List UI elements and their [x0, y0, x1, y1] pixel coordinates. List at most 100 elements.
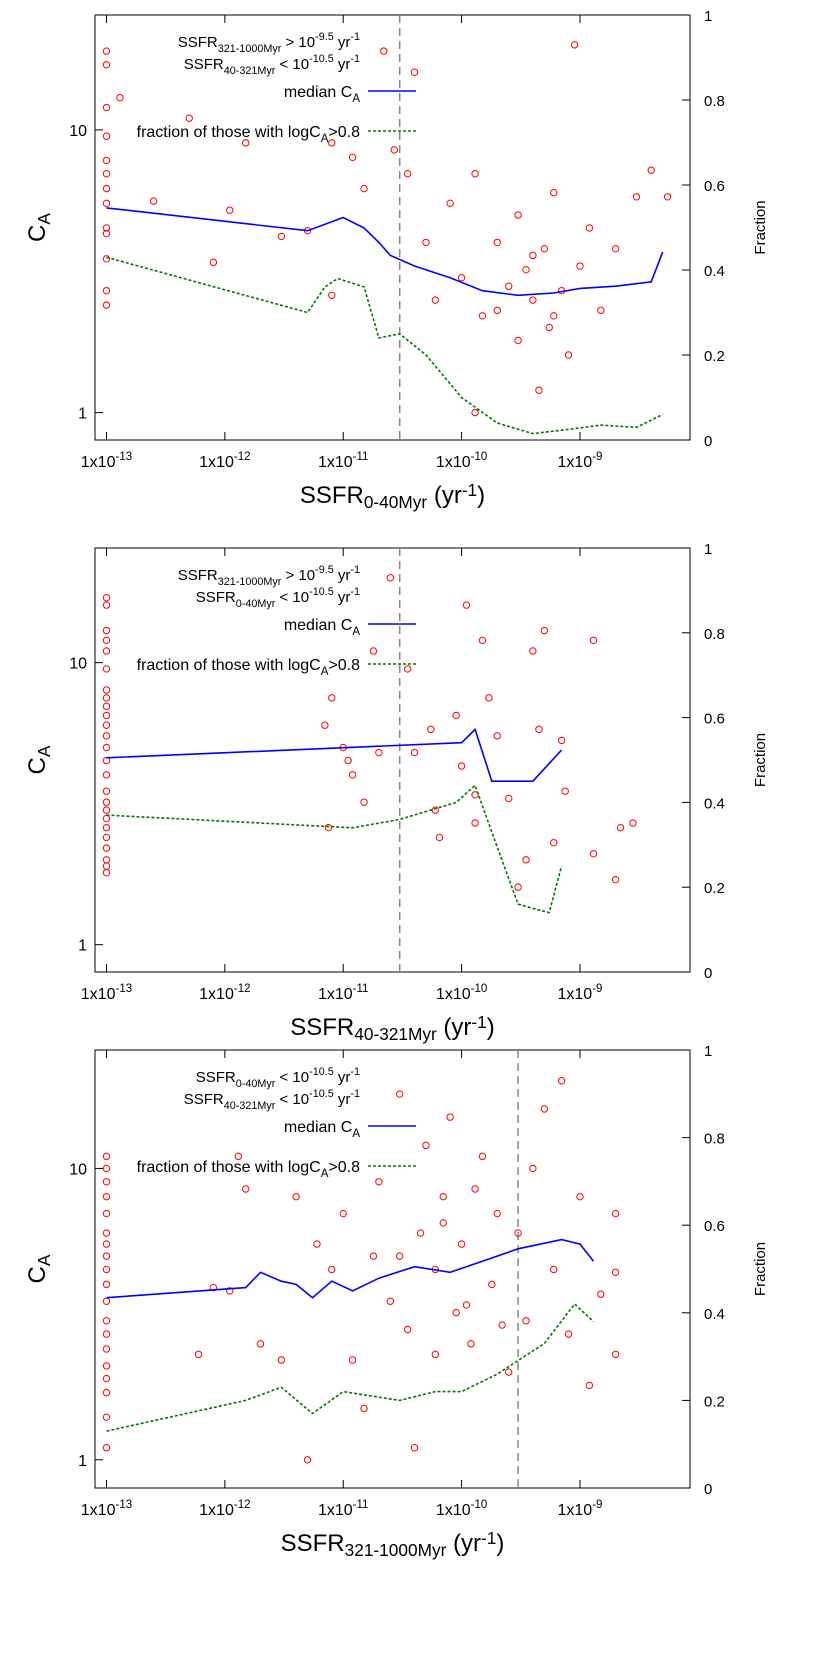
data-point [102, 833, 111, 842]
data-point [611, 245, 620, 253]
data-point [422, 1141, 430, 1150]
annotation-part: SSFR [178, 34, 218, 51]
data-point [611, 1268, 620, 1277]
y-tick-label: 1 [78, 406, 87, 423]
x-tick-label-part: 1x10 [199, 986, 234, 1003]
annotation-part: -10.5 [309, 1088, 334, 1100]
y-axis-title: CA [24, 213, 54, 242]
data-point [102, 1229, 111, 1237]
x-tick-label-part: 1x10 [199, 454, 234, 471]
data-point [102, 184, 111, 193]
y2-tick-label: 0.8 [704, 1131, 725, 1148]
panel: 1x10-13 1x10-12 1x10-11 1x10-10 1x10-911000.… [24, 1043, 769, 1560]
data-point [226, 206, 234, 214]
x-axis-title-part: -1 [471, 1012, 486, 1032]
data-point [471, 791, 479, 799]
series-line [106, 784, 563, 914]
data-point [514, 211, 522, 219]
x-tick-label-part: -9 [592, 1499, 602, 1511]
data-point [410, 1444, 419, 1452]
data-point [431, 1350, 440, 1359]
annotation: SSFR321-1000Myr > 10-9.5 yr-1 [178, 31, 360, 55]
annotation: SSFR0-40Myr < 10-10.5 yr-1 [196, 586, 360, 610]
plot-frame [94, 547, 691, 973]
data-point [321, 721, 329, 729]
data-point [522, 856, 530, 864]
x-tick-label-part: 1x10 [81, 454, 116, 471]
annotation: SSFR40-321Myr < 10-10.5 yr-1 [184, 53, 360, 77]
data-point [102, 255, 111, 263]
data-point [369, 1252, 378, 1260]
data-point [256, 1340, 265, 1348]
data-point [328, 694, 336, 702]
legend-label-part: median C [284, 1119, 352, 1136]
data-point [498, 1321, 506, 1329]
x-tick-label: 1x10-9 [558, 451, 603, 471]
data-point [457, 1240, 466, 1248]
x-tick-label: 1x10-12 [199, 983, 250, 1003]
series-line [106, 256, 664, 435]
data-point [102, 224, 111, 232]
data-point [457, 274, 466, 282]
data-point [102, 743, 111, 752]
x-tick-label: 1x10-10 [436, 983, 487, 1003]
data-point [632, 193, 641, 201]
legend-label-part: >0.8 [328, 1159, 360, 1176]
x-tick-label-part: -12 [234, 1499, 251, 1511]
data-point [493, 238, 501, 247]
data-point [452, 1308, 460, 1317]
annotation: SSFR0-40Myr < 10-10.5 yr-1 [196, 1066, 360, 1090]
data-point [514, 883, 522, 891]
x-tick-label: 1x10-13 [81, 1499, 132, 1519]
y-tick-label: 10 [69, 123, 87, 140]
data-point [611, 875, 620, 884]
y-axis-title-part: A [34, 745, 54, 757]
data-point [403, 170, 412, 178]
x-tick-label: 1x10-12 [199, 1499, 250, 1519]
x-axis-title: SSFR0-40Myr (yr-1) [300, 480, 485, 512]
legend-label: fraction of those with logCA>0.8 [137, 1159, 360, 1180]
data-point [550, 1265, 558, 1274]
legend-label-part: median C [284, 84, 352, 101]
data-point [102, 1240, 111, 1248]
data-point [462, 1301, 471, 1309]
data-point [102, 1374, 111, 1383]
plot-frame [94, 14, 691, 441]
data-point [380, 47, 388, 55]
y2-tick-label: 0.4 [704, 263, 725, 280]
data-point [209, 258, 218, 267]
data-point [102, 1265, 111, 1274]
data-point [478, 1152, 487, 1161]
data-point [585, 1381, 594, 1390]
legend-label: median CA [284, 1119, 360, 1140]
data-point [102, 814, 111, 823]
annotation-part: > 10 [281, 34, 315, 51]
annotation-part: SSFR [184, 1091, 224, 1108]
data-point [505, 282, 513, 290]
data-point [116, 94, 124, 102]
x-tick-label-part: 1x10 [436, 1502, 471, 1519]
x-tick-label-part: 1x10 [558, 986, 593, 1003]
x-axis-title-part: 0-40Myr [364, 492, 428, 512]
x-tick-label: 1x10-9 [558, 983, 603, 1003]
data-point [488, 1280, 496, 1289]
x-tick-label-part: 1x10 [81, 1502, 116, 1519]
data-point [102, 1388, 111, 1397]
data-point [611, 1350, 620, 1359]
legend-label-part: fraction of those with logC [137, 1159, 321, 1176]
data-point [478, 312, 487, 320]
annotation-part: < 10 [275, 1091, 309, 1108]
data-point [102, 856, 111, 864]
data-point [149, 197, 158, 205]
y2-tick-label: 0 [704, 1481, 712, 1498]
data-point [102, 711, 111, 720]
data-point [505, 794, 513, 803]
data-point [452, 711, 460, 720]
data-point [403, 665, 412, 673]
x-tick-label-part: -13 [115, 1499, 132, 1511]
y-axis-title-part: A [34, 1254, 54, 1266]
legend-label-part: A [321, 133, 329, 145]
annotation-part: -1 [350, 31, 360, 43]
x-tick-label: 1x10-13 [81, 451, 132, 471]
data-point [102, 47, 111, 55]
